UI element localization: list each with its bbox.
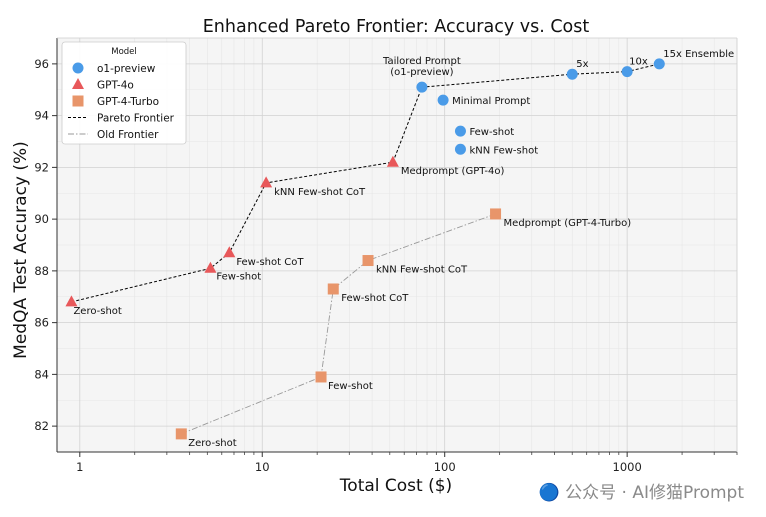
old-frontier-line — [181, 213, 496, 435]
point-label: Zero-shot — [188, 438, 236, 449]
legend-marker — [72, 62, 84, 74]
y-axis-label: MedQA Test Accuracy (%) — [11, 141, 31, 359]
point-label: kNN Few-shot — [469, 145, 538, 156]
legend-box — [61, 41, 187, 145]
legend-title: Model — [111, 47, 137, 57]
o1-preview-point — [454, 125, 466, 137]
legend-label: GPT-4-Turbo — [97, 96, 159, 108]
y-tick-label: 88 — [34, 264, 49, 278]
gpt-4o-point — [204, 261, 217, 273]
o1-preview-point — [454, 143, 466, 155]
legend-label: GPT-4o — [97, 80, 134, 92]
point-label: Few-shot — [216, 271, 261, 282]
point-label: Medprompt (GPT-4o) — [401, 166, 505, 177]
gpt-4-turbo-point — [175, 428, 187, 440]
watermark: 🔵 公众号 · AI修猫Prompt — [538, 483, 744, 503]
point-label: Few-shot — [328, 381, 373, 392]
x-tick-label: 100 — [434, 460, 456, 474]
legend-label: o1-preview — [97, 63, 156, 75]
gpt-4-turbo-point — [327, 283, 339, 295]
gpt-4-turbo-point — [490, 208, 502, 220]
o1-preview-point — [653, 58, 665, 70]
y-tick-label: 84 — [34, 367, 49, 381]
point-label: 15x Ensemble — [663, 49, 734, 60]
point-label: Few-shot CoT — [236, 257, 304, 268]
gpt-4o-point — [223, 246, 236, 258]
point-label: 10x — [629, 57, 648, 68]
y-tick-label: 94 — [34, 109, 49, 123]
y-tick-label: 90 — [34, 212, 49, 226]
o1-preview-point — [416, 81, 428, 93]
point-label: Medprompt (GPT-4-Turbo) — [504, 218, 632, 229]
legend-marker — [72, 95, 84, 107]
o1-preview-point — [621, 66, 633, 78]
x-tick-label: 1 — [76, 460, 83, 474]
plot-area: 1 10 100 1000 82 84 86 88 90 92 94 96 Tailored Promp… — [34, 37, 738, 474]
point-label: Minimal Prompt — [452, 96, 530, 107]
o1-preview-point — [566, 68, 578, 80]
legend-label: Old Frontier — [97, 129, 159, 141]
x-tick-label: 1000 — [613, 460, 642, 474]
y-tick-label: 92 — [34, 160, 49, 174]
chart-title: Enhanced Pareto Frontier: Accuracy vs. C… — [203, 17, 590, 37]
gpt-4o-point — [65, 295, 78, 307]
point-label: kNN Few-shot CoT — [274, 187, 366, 198]
gpt-4-turbo-point — [362, 255, 374, 267]
y-tick-label: 82 — [34, 419, 49, 433]
pareto-frontier-line — [71, 63, 660, 303]
gpt-4o-point — [260, 176, 273, 188]
point-label: 5x — [576, 59, 588, 70]
x-tick-label: 10 — [255, 460, 270, 474]
o1-preview-point — [437, 94, 449, 106]
legend-label: Pareto Frontier — [97, 113, 175, 125]
x-axis-label: Total Cost ($) — [339, 476, 452, 496]
y-tick-label: 86 — [34, 316, 49, 330]
point-label: Few-shot — [469, 127, 514, 138]
point-label: kNN Few-shot CoT — [376, 265, 468, 276]
gpt-4o-point — [386, 155, 399, 167]
point-label: Few-shot CoT — [341, 293, 409, 304]
legend: Model o1-preview GPT-4o GPT-4-Turbo Pareto F… — [61, 41, 187, 145]
point-label: Tailored Prompt (o1-preview) — [382, 56, 461, 78]
gpt-4-turbo-point — [315, 371, 327, 383]
legend-marker — [72, 78, 84, 89]
point-label: Zero-shot — [73, 306, 121, 317]
y-tick-label: 96 — [34, 57, 49, 71]
